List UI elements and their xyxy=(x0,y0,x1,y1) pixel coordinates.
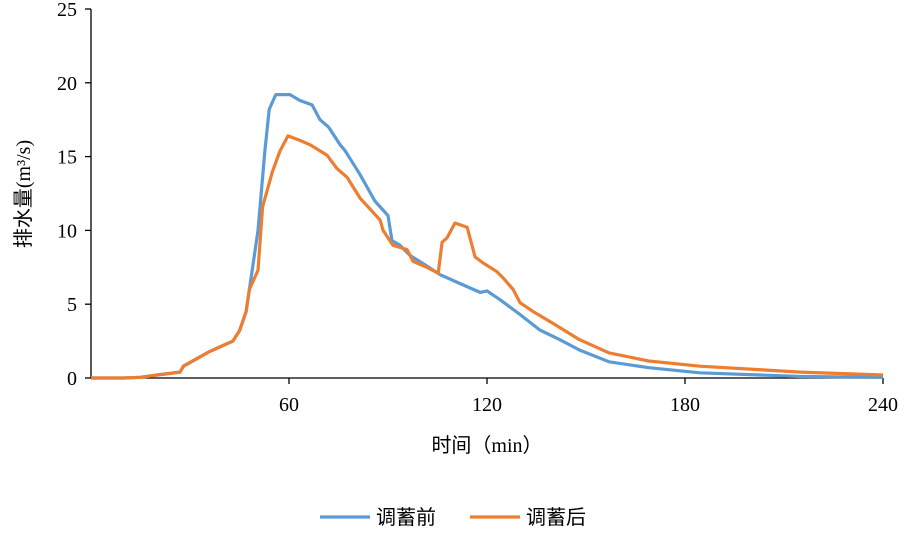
y-tick-label: 25 xyxy=(57,0,77,21)
x-tick-label: 60 xyxy=(279,394,299,416)
y-axis-label: 排水量(m³/s) xyxy=(12,140,35,248)
y-tick-label: 20 xyxy=(57,73,77,95)
y-tick-label: 0 xyxy=(67,368,77,390)
legend-label-2: 调蓄后 xyxy=(526,506,586,529)
axes xyxy=(85,8,884,384)
series-lines xyxy=(91,93,884,380)
legend-label-1: 调蓄前 xyxy=(376,506,436,529)
series-line-2 xyxy=(91,134,884,380)
y-tick-label: 15 xyxy=(57,147,77,169)
legend: 调蓄前 调蓄后 xyxy=(320,506,586,529)
x-tick-label: 120 xyxy=(472,394,502,416)
tick-labels: 0 5 10 15 20 25 60 120 180 240 xyxy=(57,0,898,416)
y-tick-label: 10 xyxy=(57,220,77,242)
x-tick-label: 180 xyxy=(670,394,700,416)
x-tick-label: 240 xyxy=(868,394,898,416)
series-line-1 xyxy=(91,93,884,380)
y-tick-label: 5 xyxy=(67,294,77,316)
x-axis-label: 时间（min） xyxy=(431,434,542,457)
